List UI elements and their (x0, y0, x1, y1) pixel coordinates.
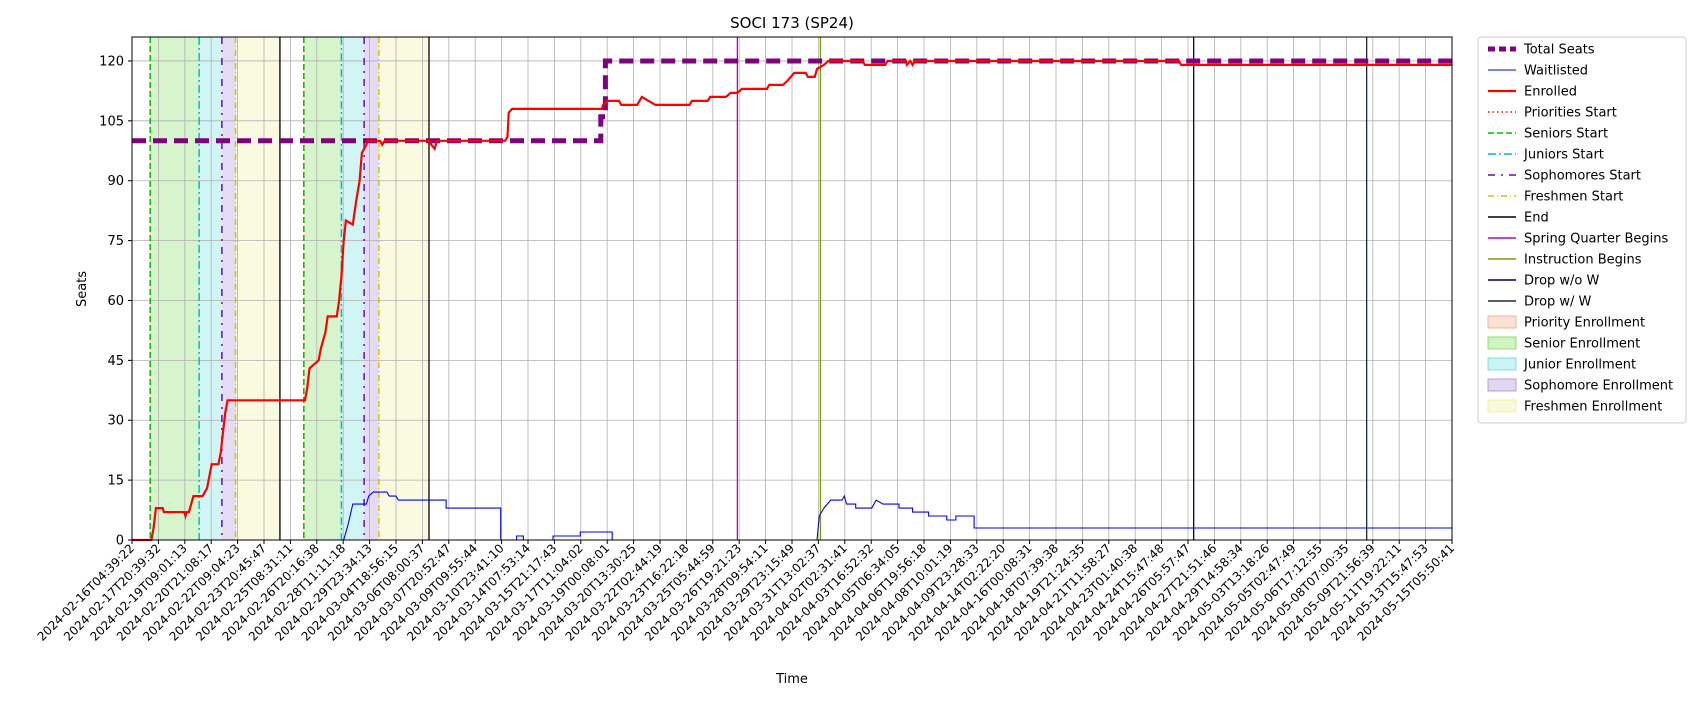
y-tick-label: 105 (99, 114, 124, 129)
legend-swatch-freshmen-enrollment (1487, 399, 1517, 413)
legend-label-priorities-start: Priorities Start (1524, 106, 1617, 121)
legend-swatch-senior-enrollment (1487, 336, 1517, 350)
x-axis-label: Time (775, 672, 808, 687)
legend-label-enrolled: Enrolled (1524, 85, 1577, 100)
region-junior-enrollment (199, 37, 222, 540)
legend-label-sophomores-start: Sophomores Start (1524, 169, 1641, 184)
legend-swatch-sophomore-enrollment (1487, 378, 1517, 392)
series-enrolled (132, 59, 1452, 542)
y-tick-label: 45 (107, 354, 124, 369)
legend-label-sophomore-enrollment: Sophomore Enrollment (1524, 379, 1673, 394)
y-tick-label: 120 (99, 54, 124, 69)
legend-swatch-junior-enrollment (1487, 357, 1517, 371)
region-sophomore-enrollment (221, 37, 236, 540)
region-sophomore-enrollment (364, 37, 379, 540)
legend-label-waitlisted: Waitlisted (1524, 64, 1588, 79)
legend-label-end: End (1524, 211, 1549, 226)
legend-label-seniors-start: Seniors Start (1524, 127, 1608, 142)
region-priority-enrollment (150, 37, 152, 540)
region-junior-enrollment (341, 37, 365, 540)
y-tick-label: 15 (107, 474, 124, 489)
legend-label-drop-w-w: Drop w/ W (1524, 295, 1592, 310)
legend-label-juniors-start: Juniors Start (1523, 148, 1604, 163)
y-axis-label: Seats (75, 271, 90, 307)
legend-label-freshmen-enrollment: Freshmen Enrollment (1524, 400, 1662, 415)
region-priority-enrollment (303, 37, 305, 540)
legend-box (1477, 36, 1687, 424)
y-tick-label: 0 (116, 534, 124, 549)
milestone-markers (149, 37, 1368, 540)
legend-label-total-seats: Total Seats (1523, 43, 1595, 58)
y-axis: 0 15 30 45 60 75 90 105 120 (99, 54, 132, 549)
y-tick-label: 60 (107, 294, 124, 309)
enrollment-regions (150, 37, 429, 540)
legend-label-instruction-begins: Instruction Begins (1524, 253, 1642, 268)
legend-label-senior-enrollment: Senior Enrollment (1524, 337, 1640, 352)
legend: Total Seats Waitlisted Enrolled Priorities … (1477, 36, 1687, 424)
chart-title: SOCI 173 (SP24) (730, 14, 854, 32)
y-tick-label: 90 (107, 174, 124, 189)
y-tick-label: 30 (107, 414, 124, 429)
legend-label-priority-enrollment: Priority Enrollment (1524, 316, 1645, 331)
series-total-seats (132, 58, 1452, 144)
legend-label-junior-enrollment: Junior Enrollment (1523, 358, 1636, 373)
legend-label-freshmen-start: Freshmen Start (1524, 190, 1623, 205)
legend-swatch-priority-enrollment (1487, 315, 1517, 329)
region-freshmen-enrollment (378, 37, 429, 540)
x-axis: 2024-02-16T04:39:222024-02-17T20:39:3220… (35, 540, 1457, 644)
y-tick-label: 75 (107, 234, 124, 249)
legend-label-spring-quarter-begins: Spring Quarter Begins (1524, 232, 1668, 247)
region-senior-enrollment (304, 37, 342, 540)
legend-label-drop-w-o-w: Drop w/o W (1524, 274, 1600, 289)
region-freshmen-enrollment (235, 37, 280, 540)
